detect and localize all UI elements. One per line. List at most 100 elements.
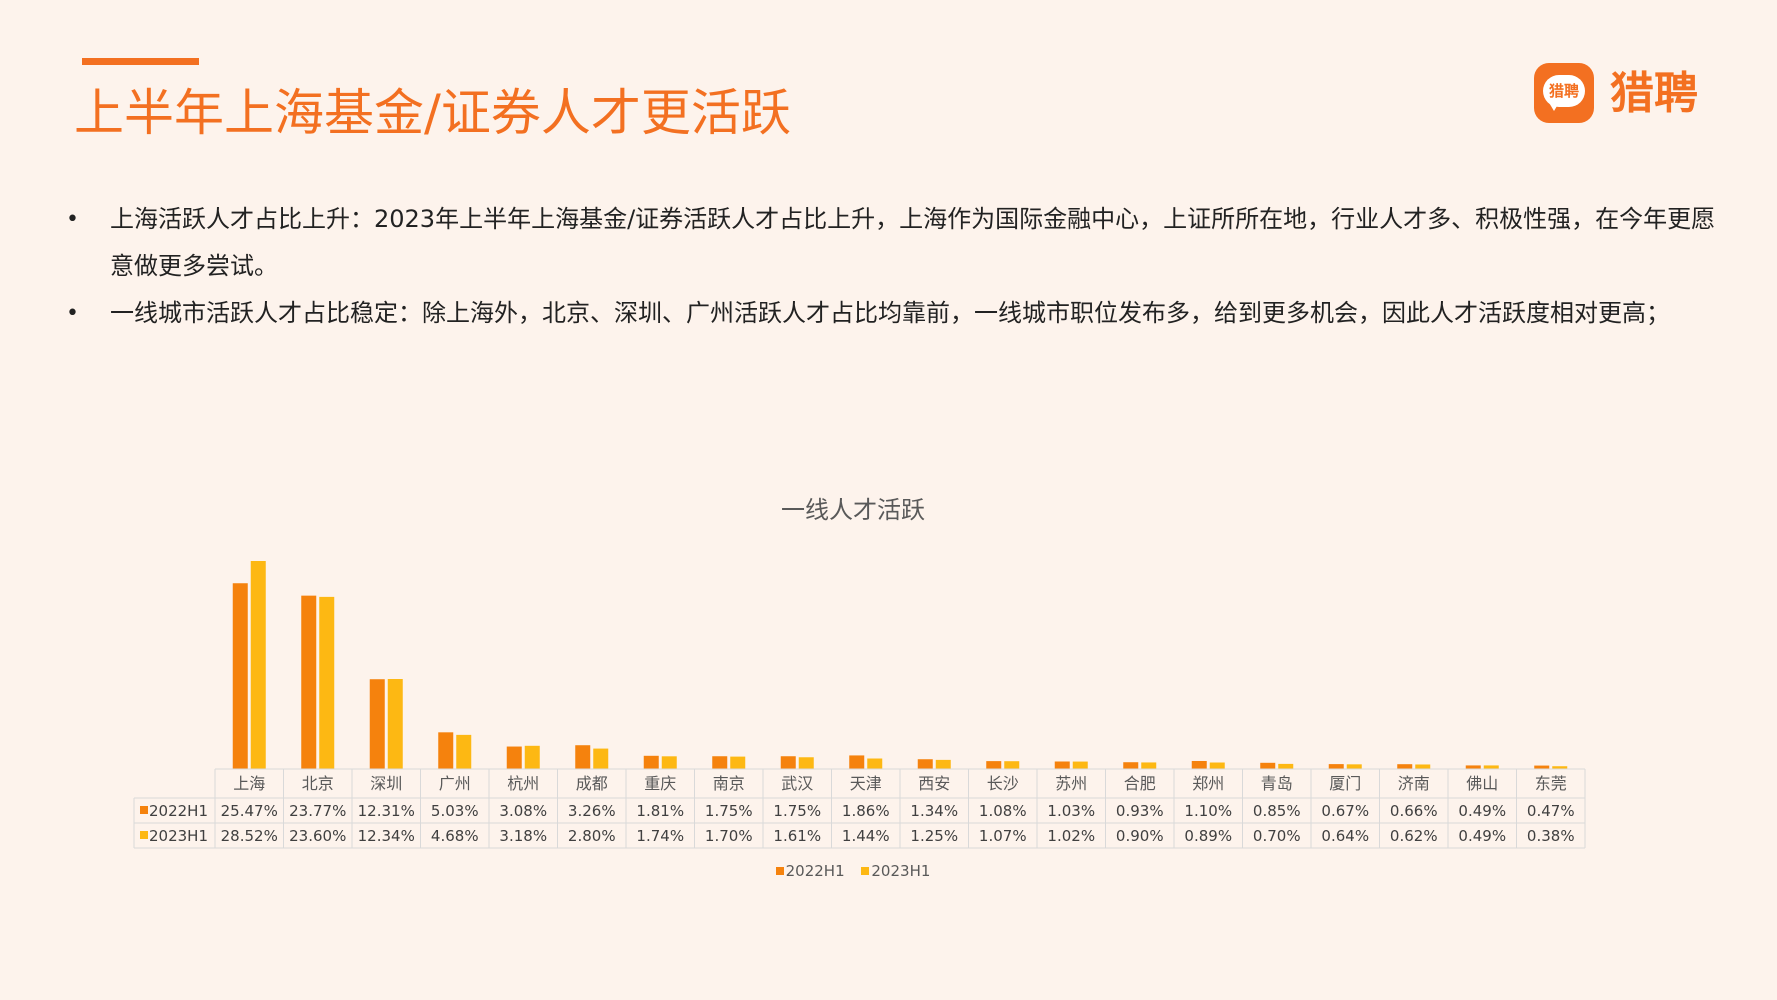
category-label: 佛山 (1466, 774, 1498, 793)
bar-2022H1-厦门 (1328, 764, 1344, 769)
data-label: 1.08% (979, 802, 1027, 820)
bullet-item: • 一线城市活跃人才占比稳定：除上海外，北京、深圳、广州活跃人才占比均靠前，一线… (66, 290, 1716, 337)
chart-legend: 2022H1 2023H1 (0, 862, 1706, 880)
category-label: 长沙 (987, 774, 1019, 793)
bar-2022H1-郑州 (1191, 760, 1207, 769)
legend-swatch-2022 (775, 867, 784, 875)
bar-2022H1-深圳 (369, 679, 385, 769)
bar-2023H1-深圳 (387, 679, 403, 769)
legend-swatch-2023 (861, 867, 870, 875)
bar-2023H1-东莞 (1552, 766, 1568, 769)
bar-2023H1-苏州 (1072, 761, 1088, 769)
data-label: 1.75% (705, 802, 753, 820)
data-label: 0.89% (1184, 827, 1232, 845)
category-label: 郑州 (1192, 774, 1224, 793)
data-label: 1.74% (636, 827, 684, 845)
category-label: 广州 (439, 774, 471, 793)
table-legend-swatch (140, 831, 148, 839)
data-label: 1.03% (1047, 802, 1095, 820)
bar-2022H1-长沙 (986, 761, 1002, 769)
category-label: 深圳 (370, 774, 402, 793)
bar-2022H1-合肥 (1123, 762, 1139, 769)
data-label: 3.26% (568, 802, 616, 820)
data-label: 12.34% (358, 827, 415, 845)
category-label: 天津 (850, 774, 882, 793)
bar-2023H1-西安 (935, 759, 951, 769)
category-label: 西安 (918, 774, 950, 793)
bar-2023H1-广州 (456, 734, 472, 769)
bullet-dot: • (66, 207, 79, 232)
data-label: 0.62% (1390, 827, 1438, 845)
bar-2023H1-青岛 (1278, 763, 1294, 769)
data-label: 0.66% (1390, 802, 1438, 820)
bar-2023H1-北京 (319, 596, 335, 769)
data-label: 5.03% (431, 802, 479, 820)
category-label: 南京 (713, 774, 745, 793)
category-label: 青岛 (1261, 774, 1293, 793)
bar-2022H1-杭州 (506, 746, 522, 769)
bar-2023H1-南京 (730, 756, 746, 769)
bar-2022H1-武汉 (780, 756, 796, 769)
data-label: 1.75% (773, 802, 821, 820)
data-label: 1.34% (910, 802, 958, 820)
category-label: 杭州 (507, 774, 539, 793)
data-label: 0.93% (1116, 802, 1164, 820)
table-legend-swatch (140, 806, 148, 814)
category-label: 成都 (576, 774, 608, 793)
bar-2023H1-天津 (867, 758, 883, 769)
data-label: 0.67% (1321, 802, 1369, 820)
bar-2022H1-济南 (1397, 764, 1413, 769)
bar-2023H1-长沙 (1004, 761, 1020, 769)
data-label: 23.60% (289, 827, 346, 845)
data-label: 0.47% (1527, 802, 1575, 820)
data-label: 1.86% (842, 802, 890, 820)
brand-logo: 猎聘 猎聘 (1534, 63, 1724, 125)
bar-2023H1-济南 (1415, 764, 1431, 769)
data-label: 0.85% (1253, 802, 1301, 820)
category-label: 苏州 (1055, 774, 1087, 793)
chart-title: 一线人才活跃 (781, 496, 925, 524)
data-label: 1.02% (1047, 827, 1095, 845)
data-label: 0.38% (1527, 827, 1575, 845)
data-label: 1.61% (773, 827, 821, 845)
data-label: 23.77% (289, 802, 346, 820)
category-label: 东莞 (1535, 774, 1567, 793)
bar-2022H1-广州 (438, 732, 454, 769)
category-label: 厦门 (1329, 774, 1361, 793)
bar-2022H1-佛山 (1465, 765, 1481, 769)
data-label: 3.18% (499, 827, 547, 845)
data-label: 1.07% (979, 827, 1027, 845)
bar-2023H1-郑州 (1209, 762, 1225, 769)
title-accent-bar (82, 58, 199, 65)
category-label: 合肥 (1124, 774, 1156, 793)
logo-badge-icon: 猎聘 (1534, 63, 1594, 123)
data-label: 12.31% (358, 802, 415, 820)
bar-2022H1-重庆 (643, 755, 659, 769)
data-label: 1.10% (1184, 802, 1232, 820)
category-label: 济南 (1398, 774, 1430, 793)
data-label: 0.70% (1253, 827, 1301, 845)
bar-2022H1-青岛 (1260, 762, 1276, 769)
page-title: 上半年上海基金/证券人才更活跃 (74, 84, 791, 142)
data-label: 1.70% (705, 827, 753, 845)
category-label: 武汉 (781, 774, 813, 793)
table-series-name: 2023H1 (149, 827, 208, 845)
bullet-dot: • (66, 301, 79, 326)
bar-2022H1-南京 (712, 756, 728, 769)
bar-2023H1-武汉 (798, 757, 814, 769)
data-label: 3.08% (499, 802, 547, 820)
category-label: 北京 (302, 774, 334, 793)
bar-2022H1-北京 (301, 595, 317, 769)
bullet-list: • 上海活跃人才占比上升：2023年上半年上海基金/证券活跃人才占比上升，上海作… (66, 196, 1716, 337)
bar-2023H1-厦门 (1346, 764, 1362, 769)
data-label: 1.25% (910, 827, 958, 845)
bullet-item: • 上海活跃人才占比上升：2023年上半年上海基金/证券活跃人才占比上升，上海作… (66, 196, 1716, 290)
data-label: 0.64% (1321, 827, 1369, 845)
data-label: 4.68% (431, 827, 479, 845)
bar-2023H1-上海 (250, 561, 266, 769)
logo-wordmark: 猎聘 (1610, 68, 1698, 119)
data-label: 1.81% (636, 802, 684, 820)
bar-2022H1-西安 (917, 759, 933, 769)
bar-2023H1-合肥 (1141, 762, 1157, 769)
